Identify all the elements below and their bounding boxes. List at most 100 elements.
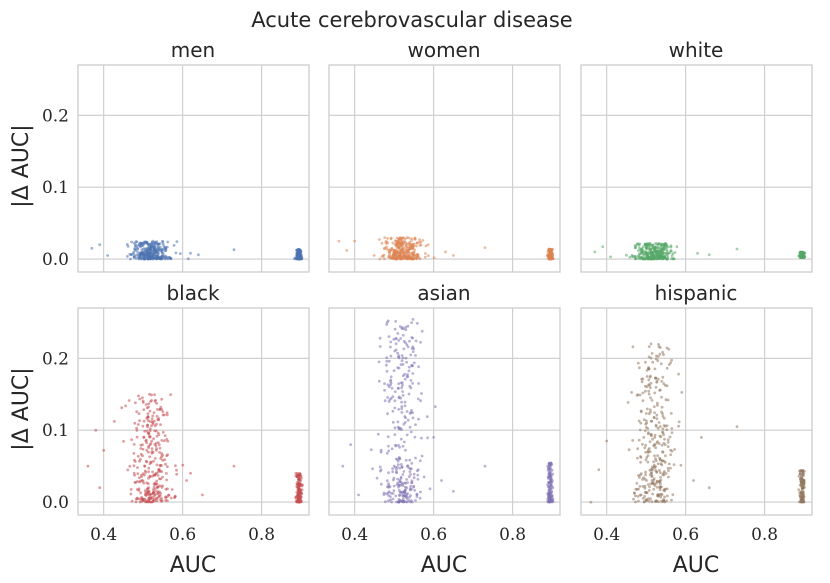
data-point <box>649 381 653 385</box>
data-point <box>634 246 637 250</box>
data-point <box>174 251 178 255</box>
data-point <box>649 433 653 437</box>
data-point <box>294 495 298 499</box>
data-point <box>801 469 804 473</box>
data-point <box>166 453 170 457</box>
data-point <box>636 456 639 460</box>
data-point <box>645 245 649 249</box>
data-point <box>143 489 147 492</box>
data-point <box>163 439 166 443</box>
data-point <box>646 367 650 371</box>
data-point <box>654 459 658 462</box>
data-point <box>395 500 398 504</box>
data-point <box>165 472 168 475</box>
data-point <box>660 405 664 409</box>
data-point <box>164 496 168 500</box>
data-point <box>549 478 552 482</box>
points-asian <box>341 318 555 504</box>
data-point <box>158 256 162 260</box>
data-point <box>656 454 659 457</box>
data-point <box>149 255 153 259</box>
data-point <box>394 348 398 352</box>
data-point <box>158 469 162 473</box>
data-point <box>625 253 628 257</box>
data-point <box>393 406 397 410</box>
data-point <box>630 255 634 258</box>
data-point <box>654 482 658 485</box>
data-point <box>401 497 405 501</box>
data-point <box>386 237 389 240</box>
data-point <box>800 499 804 503</box>
data-point <box>385 356 389 360</box>
data-point <box>405 410 409 413</box>
data-point <box>645 419 648 423</box>
data-point <box>643 486 647 490</box>
data-point <box>440 479 443 482</box>
data-point <box>410 409 413 412</box>
data-point <box>144 403 148 406</box>
data-point <box>145 448 149 452</box>
data-point <box>665 428 669 432</box>
data-point <box>403 400 407 404</box>
data-point <box>409 379 413 382</box>
panel-title-black: black <box>166 281 220 305</box>
data-point <box>735 247 739 251</box>
data-point <box>626 401 630 404</box>
data-point <box>415 257 418 261</box>
data-point <box>411 247 415 251</box>
data-point <box>547 495 551 498</box>
data-point <box>395 468 398 472</box>
data-point <box>548 500 552 503</box>
data-point <box>658 352 662 356</box>
data-point <box>154 251 158 255</box>
data-point <box>377 379 381 383</box>
data-point <box>402 470 406 473</box>
data-point <box>143 429 147 433</box>
data-point <box>547 461 551 465</box>
data-point <box>380 241 384 245</box>
y-tick-label: 0.0 <box>42 493 69 513</box>
data-point <box>418 496 422 500</box>
data-point <box>551 472 555 476</box>
data-point <box>398 466 402 470</box>
data-point <box>663 489 667 493</box>
points-black <box>86 392 305 504</box>
data-point <box>136 247 139 250</box>
data-point <box>299 491 303 495</box>
data-point <box>143 247 147 251</box>
axes-frame <box>77 307 310 516</box>
data-point <box>232 464 236 468</box>
data-point <box>399 463 403 466</box>
data-point <box>406 345 410 349</box>
data-point <box>797 488 801 491</box>
points-men <box>90 239 304 261</box>
data-point <box>165 245 169 249</box>
data-point <box>400 465 404 469</box>
data-point <box>402 239 406 243</box>
data-point <box>385 492 388 496</box>
data-point <box>151 414 155 418</box>
data-point <box>134 481 138 484</box>
axes-frame <box>580 64 813 273</box>
data-point <box>640 377 644 381</box>
data-point <box>635 242 639 246</box>
data-point <box>383 382 386 385</box>
data-point <box>666 252 669 256</box>
data-point <box>661 414 665 418</box>
data-point <box>672 257 676 261</box>
data-point <box>433 405 437 408</box>
data-point <box>641 442 644 446</box>
data-point <box>648 386 652 390</box>
data-point <box>410 479 414 483</box>
data-point <box>396 241 399 245</box>
data-point <box>106 254 109 257</box>
data-point <box>654 385 658 389</box>
data-point <box>651 251 655 255</box>
data-point <box>413 488 416 492</box>
data-point <box>151 470 154 474</box>
y-tick-label: 0.1 <box>42 421 69 441</box>
data-point <box>128 464 132 468</box>
data-point <box>406 248 410 252</box>
data-point <box>638 485 642 488</box>
data-point <box>416 477 420 481</box>
